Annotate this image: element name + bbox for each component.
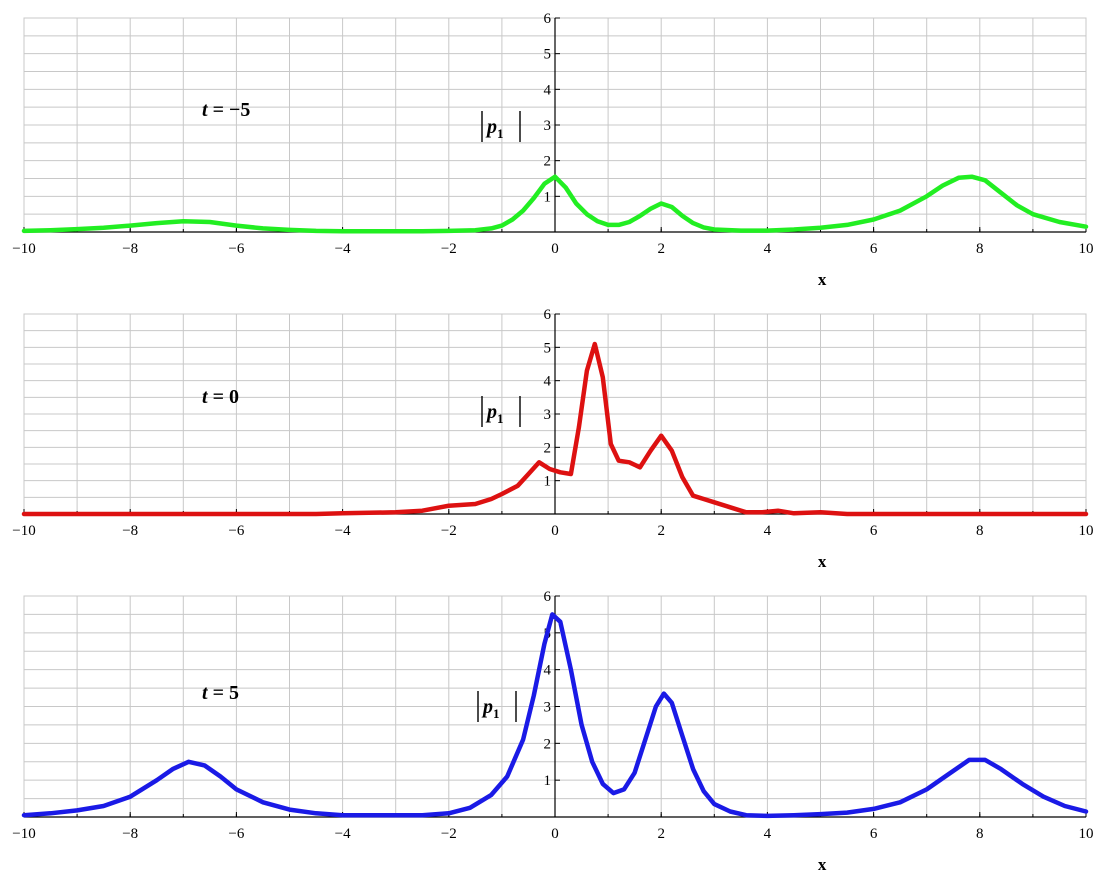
chart-3-x-tick-label: −2 [441, 826, 457, 842]
chart-3-x-tick-label: −8 [122, 826, 138, 842]
chart-2-x-tick-label: −6 [228, 523, 244, 539]
chart-2-x-tick-label: −8 [122, 523, 138, 539]
chart-3-y-label-text: p1 [481, 696, 500, 721]
chart-1-time-annotation: t = −5 [202, 99, 250, 121]
chart-1-x-tick-label: −6 [228, 241, 244, 257]
chart-1-y-tick-label: 3 [544, 118, 552, 134]
chart-2-x-tick-label: 8 [976, 523, 984, 539]
chart-1-y-tick-label: 4 [544, 82, 552, 98]
chart-2-x-tick-label: −4 [335, 523, 351, 539]
chart-1-x-tick-label: −10 [12, 241, 35, 257]
chart-2-y-tick-label: 1 [544, 474, 552, 490]
chart-3-time-value: = 5 [213, 682, 239, 704]
chart-3-y-tick-label: 1 [544, 773, 552, 789]
chart-2-series-1-line [21, 341, 1089, 517]
chart-3-y-tick-label: 2 [544, 736, 552, 752]
chart-3-time-annotation: t = 5 [202, 682, 239, 704]
chart-1-time-variable: t [202, 99, 213, 121]
chart-1-x-tick-label: 10 [1079, 241, 1094, 257]
chart-1-x-tick-label: 2 [657, 241, 665, 257]
chart-3-y-tick-label: 3 [544, 700, 552, 716]
chart-2-x-tick-label: 4 [764, 523, 772, 539]
chart-1-x-tick-label: −4 [335, 241, 351, 257]
chart-3-x-tick-label: 8 [976, 826, 984, 842]
chart-3-x-tick-label: −4 [335, 826, 351, 842]
chart-3-x-tick-label: −6 [228, 826, 244, 842]
chart-3-x-tick-label: 0 [551, 826, 559, 842]
chart-1-y-label-subscript: 1 [497, 126, 504, 141]
chart-2-x-tick-label: −10 [12, 523, 35, 539]
chart-2-time-value: = 0 [213, 386, 239, 408]
chart-2-x-tick-label: 2 [657, 523, 665, 539]
chart-1-y-tick-label: 1 [544, 189, 552, 205]
chart-2-y-axis-label: p1 [481, 396, 521, 427]
chart-1-y-tick-label: 2 [544, 154, 552, 170]
chart-1-time-value: = −5 [213, 99, 251, 121]
chart-1-series-1-line [21, 174, 1089, 234]
chart-3-y-tick-label: 6 [544, 589, 552, 605]
chart-1-x-tick-label: 8 [976, 241, 984, 257]
chart-3-time-variable: t [202, 682, 213, 704]
chart-3-y-label-subscript: 1 [493, 706, 500, 721]
chart-1-x-axis-label: x [818, 270, 827, 289]
chart-2-y-label-subscript: 1 [497, 411, 504, 426]
chart-1-x-tick-label: −2 [441, 241, 457, 257]
chart-1-x-tick-label: −8 [122, 241, 138, 257]
chart-2-y-tick-label: 3 [544, 407, 552, 423]
chart-3-x-tick-label: 6 [870, 826, 878, 842]
chart-2-time-annotation: t = 0 [202, 386, 239, 408]
chart-1-x-tick-label: 0 [551, 241, 559, 257]
chart-2-y-label-text: p1 [485, 401, 504, 426]
chart-2-time-variable: t [202, 386, 213, 408]
chart-3-y-tick-label: 4 [544, 663, 552, 679]
chart-2-x-tick-label: 6 [870, 523, 878, 539]
chart-1-y-tick-label: 5 [544, 47, 552, 63]
chart-2-x-tick-label: 0 [551, 523, 559, 539]
chart-2-x-tick-label: 10 [1079, 523, 1094, 539]
chart-3-x-tick-label: 2 [657, 826, 665, 842]
chart-2-y-tick-label: 6 [544, 307, 552, 323]
chart-2-x-axis-label: x [818, 552, 827, 571]
chart-1-y-tick-label: 6 [544, 11, 552, 27]
chart-3-series-1-line [21, 612, 1089, 819]
chart-1-x-tick-label: 4 [764, 241, 772, 257]
chart-1-y-label-text: p1 [485, 116, 504, 141]
chart-2-y-tick-label: 2 [544, 440, 552, 456]
chart-1-x-tick-label: 6 [870, 241, 878, 257]
chart-2-x-tick-label: −2 [441, 523, 457, 539]
chart-3-x-tick-label: −10 [12, 826, 35, 842]
chart-3-x-tick-label: 4 [764, 826, 772, 842]
chart-1-y-axis-label: p1 [481, 111, 521, 142]
chart-3-x-tick-label: 10 [1079, 826, 1094, 842]
chart-2-y-tick-label: 5 [544, 340, 552, 356]
chart-2-y-tick-label: 4 [544, 374, 552, 390]
chart-3-x-axis-label: x [818, 855, 827, 874]
